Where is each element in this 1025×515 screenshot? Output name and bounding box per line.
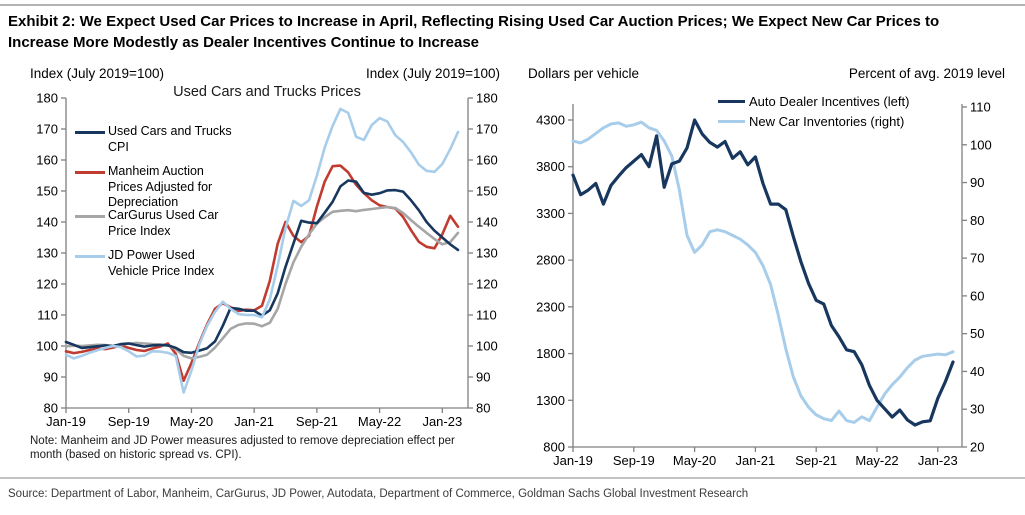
exhibit-title: Exhibit 2: We Expect Used Car Prices to … [8, 11, 1018, 53]
chart-title: Used Cars and Trucks Prices [173, 84, 361, 100]
svg-text:Sep-19: Sep-19 [613, 453, 655, 468]
svg-text:May-20: May-20 [170, 414, 213, 429]
svg-text:Jan-19: Jan-19 [553, 453, 593, 468]
right-y-axis-unit-label: Index (July 2019=100) [366, 66, 500, 81]
svg-text:Jan-21: Jan-21 [234, 414, 274, 429]
svg-text:30: 30 [970, 402, 984, 417]
svg-text:Jan-19: Jan-19 [46, 414, 86, 429]
svg-text:Jan-23: Jan-23 [918, 453, 958, 468]
svg-text:120: 120 [476, 277, 498, 292]
svg-text:110: 110 [476, 308, 497, 323]
svg-text:140: 140 [476, 215, 498, 230]
legend-label: JD Power Used Vehicle Price Index [108, 248, 215, 278]
svg-text:100: 100 [36, 339, 58, 354]
incentives-inventories-plot: 800 1300 1800 2300 2800 3300 3800 4300 20 30 40 50 6… [536, 100, 992, 469]
top-divider [0, 4, 1025, 6]
incentives-inventories-chart: Dollars per vehicle Percent of avg. 2019… [518, 60, 1025, 470]
svg-text:100: 100 [970, 137, 992, 152]
svg-text:3800: 3800 [536, 159, 565, 174]
svg-text:180: 180 [476, 91, 498, 106]
svg-text:Jan-21: Jan-21 [736, 453, 776, 468]
svg-text:Sep-19: Sep-19 [108, 414, 150, 429]
svg-text:May-22: May-22 [358, 414, 401, 429]
right-y-axis-unit-label: Percent of avg. 2019 level [848, 66, 1005, 81]
svg-text:2800: 2800 [536, 253, 565, 268]
svg-text:80: 80 [44, 401, 58, 416]
bottom-divider [0, 477, 1025, 479]
legend-item: New Car Inventories (right) [718, 113, 904, 130]
svg-text:Sep-21: Sep-21 [296, 414, 338, 429]
svg-text:160: 160 [476, 153, 498, 168]
exhibit-title-line-1: Exhibit 2: We Expect Used Car Prices to … [8, 13, 940, 30]
line-swatch [75, 131, 105, 134]
svg-text:May-22: May-22 [855, 453, 898, 468]
svg-text:120: 120 [36, 277, 58, 292]
svg-text:1300: 1300 [536, 393, 565, 408]
svg-text:May-20: May-20 [673, 453, 716, 468]
svg-text:160: 160 [36, 153, 58, 168]
left-y-axis-unit-label: Dollars per vehicle [528, 66, 640, 81]
svg-text:140: 140 [36, 215, 58, 230]
svg-text:40: 40 [970, 364, 984, 379]
line-swatch [75, 215, 105, 218]
svg-text:80: 80 [970, 213, 984, 228]
svg-text:130: 130 [36, 246, 58, 261]
svg-text:4300: 4300 [536, 113, 565, 128]
svg-text:150: 150 [36, 184, 58, 199]
svg-text:180: 180 [36, 91, 58, 106]
legend-label: Auto Dealer Incentives (left) [749, 94, 910, 109]
svg-text:2300: 2300 [536, 299, 565, 314]
svg-text:110: 110 [970, 100, 991, 115]
left-y-axis-unit-label: Index (July 2019=100) [30, 66, 164, 81]
svg-text:Sep-21: Sep-21 [795, 453, 837, 468]
legend-item: Auto Dealer Incentives (left) [718, 93, 909, 110]
svg-text:90: 90 [44, 370, 58, 385]
legend-label: New Car Inventories (right) [749, 114, 905, 129]
svg-text:3300: 3300 [536, 206, 565, 221]
legend-label: CarGurus Used Car Price Index [108, 208, 219, 238]
legend-item: CarGurus Used Car Price Index [75, 208, 236, 239]
svg-text:60: 60 [970, 288, 984, 303]
legend-item: Manheim Auction Prices Adjusted for Depr… [75, 164, 236, 211]
svg-text:800: 800 [543, 440, 565, 455]
svg-text:170: 170 [476, 122, 498, 137]
legend-label: Manheim Auction Prices Adjusted for Depr… [108, 164, 213, 209]
used-car-prices-plot: 80 90 100 110 120 130 140 150 160 170 180 80 90 100 11… [36, 91, 498, 430]
line-swatch [718, 100, 745, 103]
svg-text:20: 20 [970, 440, 984, 455]
svg-text:110: 110 [37, 308, 58, 323]
line-swatch [75, 171, 105, 174]
legend-item: Used Cars and Trucks CPI [75, 124, 236, 155]
svg-text:70: 70 [970, 251, 984, 266]
svg-text:170: 170 [36, 122, 58, 137]
line-swatch [75, 255, 105, 258]
line-swatch [718, 120, 745, 123]
svg-text:1800: 1800 [536, 346, 565, 361]
exhibit-title-line-2: Increase More Modestly as Dealer Incenti… [8, 34, 480, 51]
svg-text:100: 100 [476, 339, 498, 354]
legend-item: JD Power Used Vehicle Price Index [75, 248, 236, 279]
svg-text:Jan-23: Jan-23 [422, 414, 462, 429]
svg-text:50: 50 [970, 326, 984, 341]
svg-text:130: 130 [476, 246, 498, 261]
svg-text:150: 150 [476, 184, 498, 199]
used-car-prices-chart: Index (July 2019=100) Index (July 2019=1… [12, 60, 508, 470]
svg-text:90: 90 [476, 370, 490, 385]
legend-label: Used Cars and Trucks CPI [108, 124, 232, 154]
svg-text:90: 90 [970, 175, 984, 190]
svg-text:80: 80 [476, 401, 490, 416]
source-line: Source: Department of Labor, Manheim, Ca… [8, 488, 749, 500]
chart-note: Note: Manheim and JD Power measures adju… [30, 435, 455, 461]
